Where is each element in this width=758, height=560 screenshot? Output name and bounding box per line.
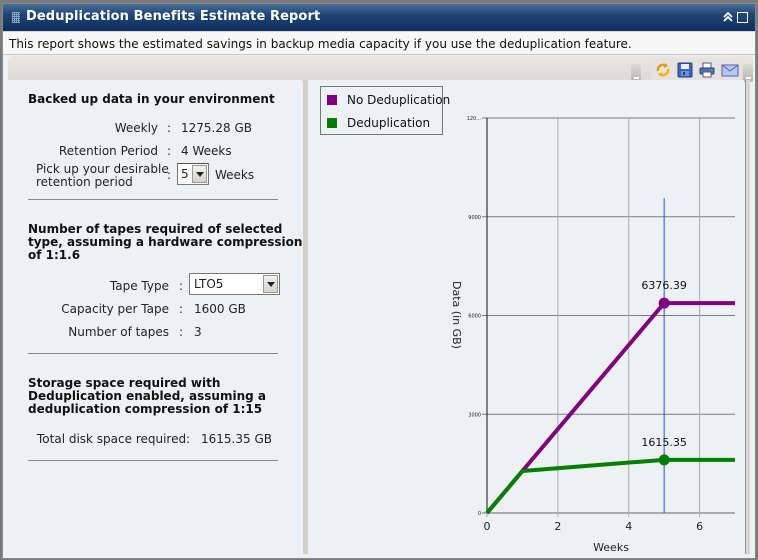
weekly-label: Weekly [114,121,158,135]
chart-legend: No Deduplication Deduplication [320,86,450,135]
total-disk-label: Total disk space required [37,432,187,446]
legend-label: No Deduplication [347,93,451,107]
panel-splitter[interactable] [303,80,308,554]
colon: : [167,121,172,135]
divider [28,460,278,461]
email-icon[interactable] [721,62,739,78]
retention-period-select[interactable]: 5 [177,163,209,185]
pick-retention-label-1: Pick up your desirable [36,162,169,176]
refresh-icon[interactable] [655,62,671,78]
vertical-scrollbar[interactable] [745,80,750,554]
storage-title-line-1: Storage space required with [28,376,221,390]
pick-retention-label-2: retention period [36,175,133,189]
colon: : [179,279,184,293]
tapes-title-line-2: type, assuming a hardware compression [28,235,303,249]
report-description: This report shows the estimated savings … [3,31,755,55]
capacity-value: 1600 GB [194,302,246,316]
toolbar-handle-end[interactable] [743,64,753,82]
weekly-value: 1275.28 GB [181,121,252,135]
divider [28,199,278,200]
retention-period-value: 5 [181,167,189,181]
colon: : [179,302,184,316]
toolbar-handle[interactable] [631,64,641,82]
tape-count-value: 3 [194,325,202,339]
toolbar-icon-group [651,59,741,81]
storage-title-line-2: Deduplication enabled, assuming a [28,389,266,403]
legend-swatch-purple [327,95,337,105]
colon: : [186,432,191,446]
pick-retention-unit: Weeks [215,168,255,182]
tapes-section-title: Number of tapes required of selected typ… [28,223,302,262]
colon: : [179,325,184,339]
summary-panel [4,80,302,554]
retention-label: Retention Period [58,144,158,158]
tapes-title-line-1: Number of tapes required of selected [28,222,283,236]
legend-label: Deduplication [347,116,431,130]
maximize-icon[interactable] [737,12,748,23]
chevron-down-icon[interactable] [263,275,278,293]
description-text: This report shows the estimated savings … [9,37,632,51]
collapse-icon[interactable] [722,11,734,26]
storage-section-title: Storage space required with Deduplicatio… [28,377,266,416]
tape-type-label: Tape Type [109,279,169,293]
retention-value: 4 Weeks [181,144,232,158]
storage-title-line-3: deduplication compression of 1:15 [28,402,263,416]
divider [28,353,278,354]
colon: : [167,168,172,182]
tape-count-label: Number of tapes [68,325,169,339]
tape-type-value: LTO5 [194,277,224,291]
colon: : [167,144,172,158]
total-disk-value: 1615.35 GB [201,432,272,446]
chevron-down-icon[interactable] [192,165,207,183]
chart-panel [308,80,744,554]
capacity-label: Capacity per Tape [61,302,169,316]
tape-type-select[interactable]: LTO5 [189,273,280,295]
backed-up-section-title: Backed up data in your environment [28,92,275,106]
tapes-title-line-3: of 1:1.6 [28,248,81,262]
legend-swatch-green [327,118,337,128]
grip-icon[interactable] [12,12,20,23]
print-icon[interactable] [699,62,715,78]
save-icon[interactable] [677,62,693,78]
title-bar: Deduplication Benefits Estimate Report [3,4,755,31]
toolbar [8,56,753,82]
window-title: Deduplication Benefits Estimate Report [26,9,321,24]
